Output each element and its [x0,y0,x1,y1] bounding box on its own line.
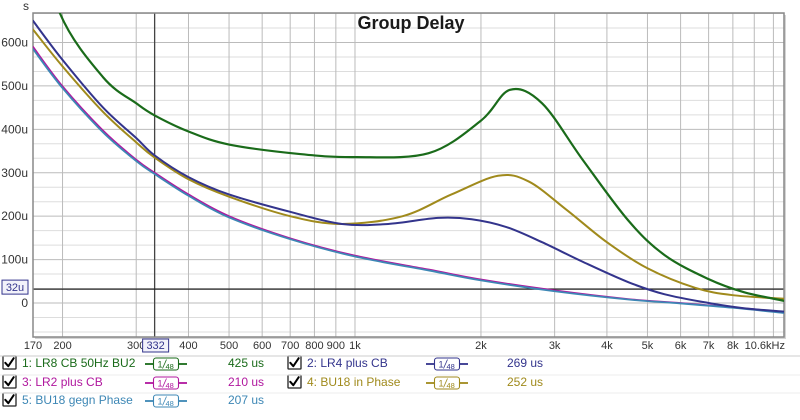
svg-text:300u: 300u [1,166,28,180]
svg-text:200: 200 [53,340,71,352]
svg-text:3k: 3k [549,340,561,352]
svg-text:600: 600 [253,340,271,352]
svg-text:400: 400 [179,340,197,352]
svg-text:207 us: 207 us [228,393,264,407]
svg-text:Group Delay: Group Delay [357,13,464,33]
svg-text:32u: 32u [6,282,24,294]
svg-text:100u: 100u [1,253,28,267]
svg-text:5k: 5k [642,340,654,352]
svg-text:6k: 6k [675,340,687,352]
svg-text:10.6kHz: 10.6kHz [745,340,785,352]
svg-text:500: 500 [220,340,238,352]
svg-text:2: LR4 plus CB: 2: LR4 plus CB [307,356,388,370]
svg-text:1: 1 [439,378,444,388]
svg-text:3: LR2 plus CB: 3: LR2 plus CB [22,375,103,389]
svg-text:500u: 500u [1,79,28,93]
svg-text:1: 1 [158,378,163,388]
svg-text:600u: 600u [1,36,28,50]
svg-text:1k: 1k [349,340,361,352]
svg-text:210 us: 210 us [228,375,264,389]
svg-text:48: 48 [166,381,174,390]
svg-text:425 us: 425 us [228,356,264,370]
svg-text:7k: 7k [703,340,715,352]
svg-text:800: 800 [305,340,323,352]
svg-text:48: 48 [447,381,455,390]
svg-text:332: 332 [146,340,164,352]
svg-text:48: 48 [447,362,455,371]
svg-text:2k: 2k [475,340,487,352]
svg-text:700: 700 [281,340,299,352]
svg-text:200u: 200u [1,209,28,223]
svg-text:0: 0 [21,296,28,310]
svg-text:4: BU18 in Phase: 4: BU18 in Phase [307,375,401,389]
svg-text:8k: 8k [727,340,739,352]
svg-text:1: 1 [439,359,444,369]
svg-text:900: 900 [327,340,345,352]
svg-text:1: LR8 CB 50Hz BU2: 1: LR8 CB 50Hz BU2 [22,356,136,370]
svg-text:1: 1 [158,396,163,406]
svg-text:1: 1 [158,359,163,369]
svg-text:170: 170 [24,340,42,352]
svg-text:4k: 4k [601,340,613,352]
svg-text:269 us: 269 us [507,356,543,370]
svg-text:5: BU18 gegn Phase: 5: BU18 gegn Phase [22,393,133,407]
svg-text:48: 48 [166,362,174,371]
svg-text:252 us: 252 us [507,375,543,389]
svg-text:s: s [23,0,29,13]
svg-text:48: 48 [166,399,174,408]
svg-text:400u: 400u [1,122,28,136]
